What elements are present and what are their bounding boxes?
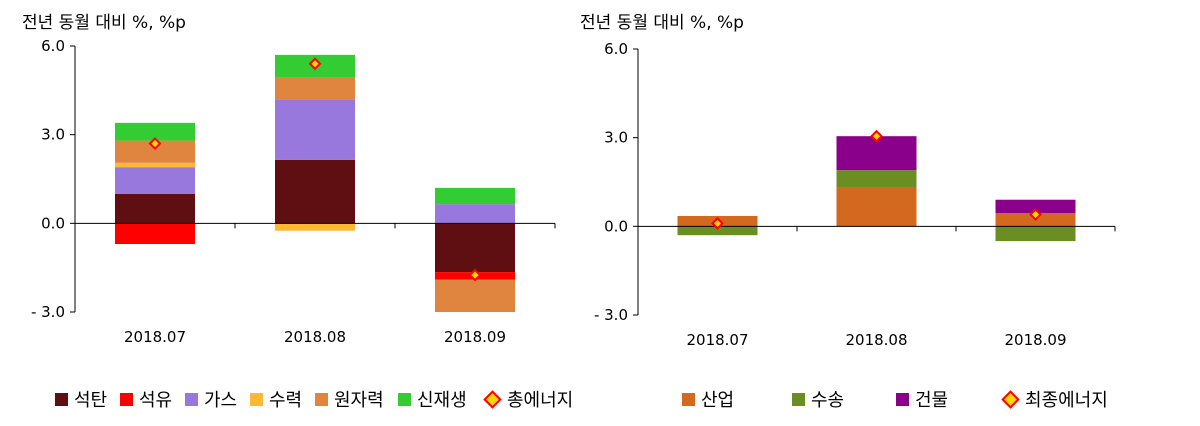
- chart-left-legend-label: 석유: [139, 390, 173, 411]
- chart-right-legend-diamond-marker: [1001, 389, 1020, 409]
- chart-right-ytick-label: 6.0: [604, 40, 628, 58]
- chart-left-bar-신재생-2018.09: [435, 187, 515, 205]
- chart-left-legend-item: 석탄: [55, 386, 107, 412]
- chart-right-marker-최종에너지-2018.09: [1029, 208, 1042, 221]
- chart-right-bar-수송-2018.09: [995, 226, 1076, 242]
- chart-right-ytick-label: 3.0: [604, 129, 628, 147]
- chart-left-xtick-label: 2018.09: [444, 328, 506, 346]
- chart-right-legend-swatch: [682, 392, 695, 406]
- chart-left-bar-석유-2018.07: [115, 223, 195, 245]
- chart-right-unit-label: 전년 동월 대비 %, %p: [580, 13, 744, 33]
- chart-right-bar-산업-2018.08: [836, 187, 917, 227]
- chart-left-legend-item: 석유: [120, 386, 172, 412]
- chart-left-legend-diamond-marker: [483, 389, 502, 409]
- chart-left-bar-수력-2018.07: [115, 162, 195, 168]
- chart-left-bar-석탄-2018.08: [275, 159, 355, 224]
- chart-left-legend: 석탄 석유 가스 수력 원자력 신재생 총에너지: [0, 386, 600, 416]
- chart-left-ytick-label: - 3.0: [31, 303, 65, 321]
- chart-right-legend: 산업 수송 건물 최종에너지: [600, 386, 1200, 416]
- chart-left-legend-label: 석탄: [74, 390, 108, 411]
- chart-right-ytick-label: 0.0: [604, 217, 628, 235]
- chart-left-legend-item: 가스: [185, 386, 237, 412]
- chart-left-bar-석탄-2018.09: [435, 223, 515, 273]
- chart-right-legend-item: 최종에너지: [1001, 386, 1108, 412]
- chart-left-legend-label: 원자력: [334, 390, 384, 411]
- chart-right-legend-item: 수송: [792, 386, 844, 412]
- chart-right-xtick-label: 2018.09: [1004, 331, 1066, 349]
- chart-right-legend-label: 건물: [915, 390, 949, 411]
- chart-left-legend-swatch: [55, 392, 68, 406]
- chart-left-legend-swatch: [398, 392, 411, 406]
- chart-right-legend-swatch: [896, 392, 909, 406]
- chart-left-legend-swatch: [315, 392, 328, 406]
- chart-left-xtick-label: 2018.07: [124, 328, 186, 346]
- chart-left-bar-원자력-2018.09: [435, 279, 515, 312]
- chart-right-marker-최종에너지-2018.07: [711, 216, 724, 230]
- chart-right-legend-label: 산업: [701, 390, 735, 411]
- chart-right-legend-label: 수송: [811, 390, 845, 411]
- chart-left-marker-총에너지-2018.08: [308, 57, 322, 71]
- chart-left-legend-item: 신재생: [398, 386, 467, 412]
- chart-right-legend-item: 산업: [682, 386, 734, 412]
- chart-left-bar-원자력-2018.07: [115, 140, 195, 163]
- chart-left-legend-label: 수력: [269, 390, 303, 411]
- chart-left-bar-가스-2018.08: [275, 99, 355, 160]
- chart-left-legend-swatch: [120, 392, 133, 406]
- chart-right-legend-item: 건물: [896, 386, 948, 412]
- chart-left-legend-item: 원자력: [315, 386, 384, 412]
- chart-right-ytick-label: - 3.0: [594, 306, 628, 324]
- chart-left-legend-item: 수력: [250, 386, 302, 412]
- chart-left-bar-신재생-2018.07: [115, 122, 195, 141]
- chart-left-bar-가스-2018.07: [115, 167, 195, 194]
- chart-right-xtick-label: 2018.08: [845, 331, 907, 349]
- chart-left-ytick-label: 6.0: [41, 37, 65, 55]
- chart-left-legend-item: 총에너지: [483, 386, 574, 412]
- chart-left-unit-label: 전년 동월 대비 %, %p: [22, 13, 186, 33]
- chart-left-bar-가스-2018.09: [435, 204, 515, 224]
- chart-left-ytick-label: 0.0: [41, 214, 65, 232]
- chart-left-legend-label: 총에너지: [507, 390, 574, 411]
- chart-left-bar-석탄-2018.07: [115, 193, 195, 224]
- chart-right-xtick-label: 2018.07: [686, 331, 748, 349]
- chart-right-bar-건물-2018.09: [995, 199, 1076, 214]
- chart-right-legend-swatch: [792, 392, 805, 406]
- chart-right-legend-label: 최종에너지: [1025, 390, 1108, 411]
- chart-left-marker-총에너지-2018.07: [148, 137, 162, 150]
- chart-right-bar-수송-2018.08: [836, 170, 917, 188]
- chart-left-legend-swatch: [185, 392, 198, 406]
- chart-left-legend-label: 신재생: [417, 390, 467, 411]
- chart-left-legend-label: 가스: [204, 390, 238, 411]
- chart-left-xtick-label: 2018.08: [284, 328, 346, 346]
- chart-right-marker-최종에너지-2018.08: [870, 129, 883, 143]
- chart-left-ytick-label: 3.0: [41, 126, 65, 144]
- chart-left-marker-총에너지-2018.09: [468, 268, 482, 282]
- chart-right-bar-수송-2018.07: [677, 226, 758, 236]
- chart-left-bar-원자력-2018.08: [275, 77, 355, 100]
- chart-left-legend-swatch: [250, 392, 263, 406]
- chart-left-bar-수력-2018.08: [275, 223, 355, 231]
